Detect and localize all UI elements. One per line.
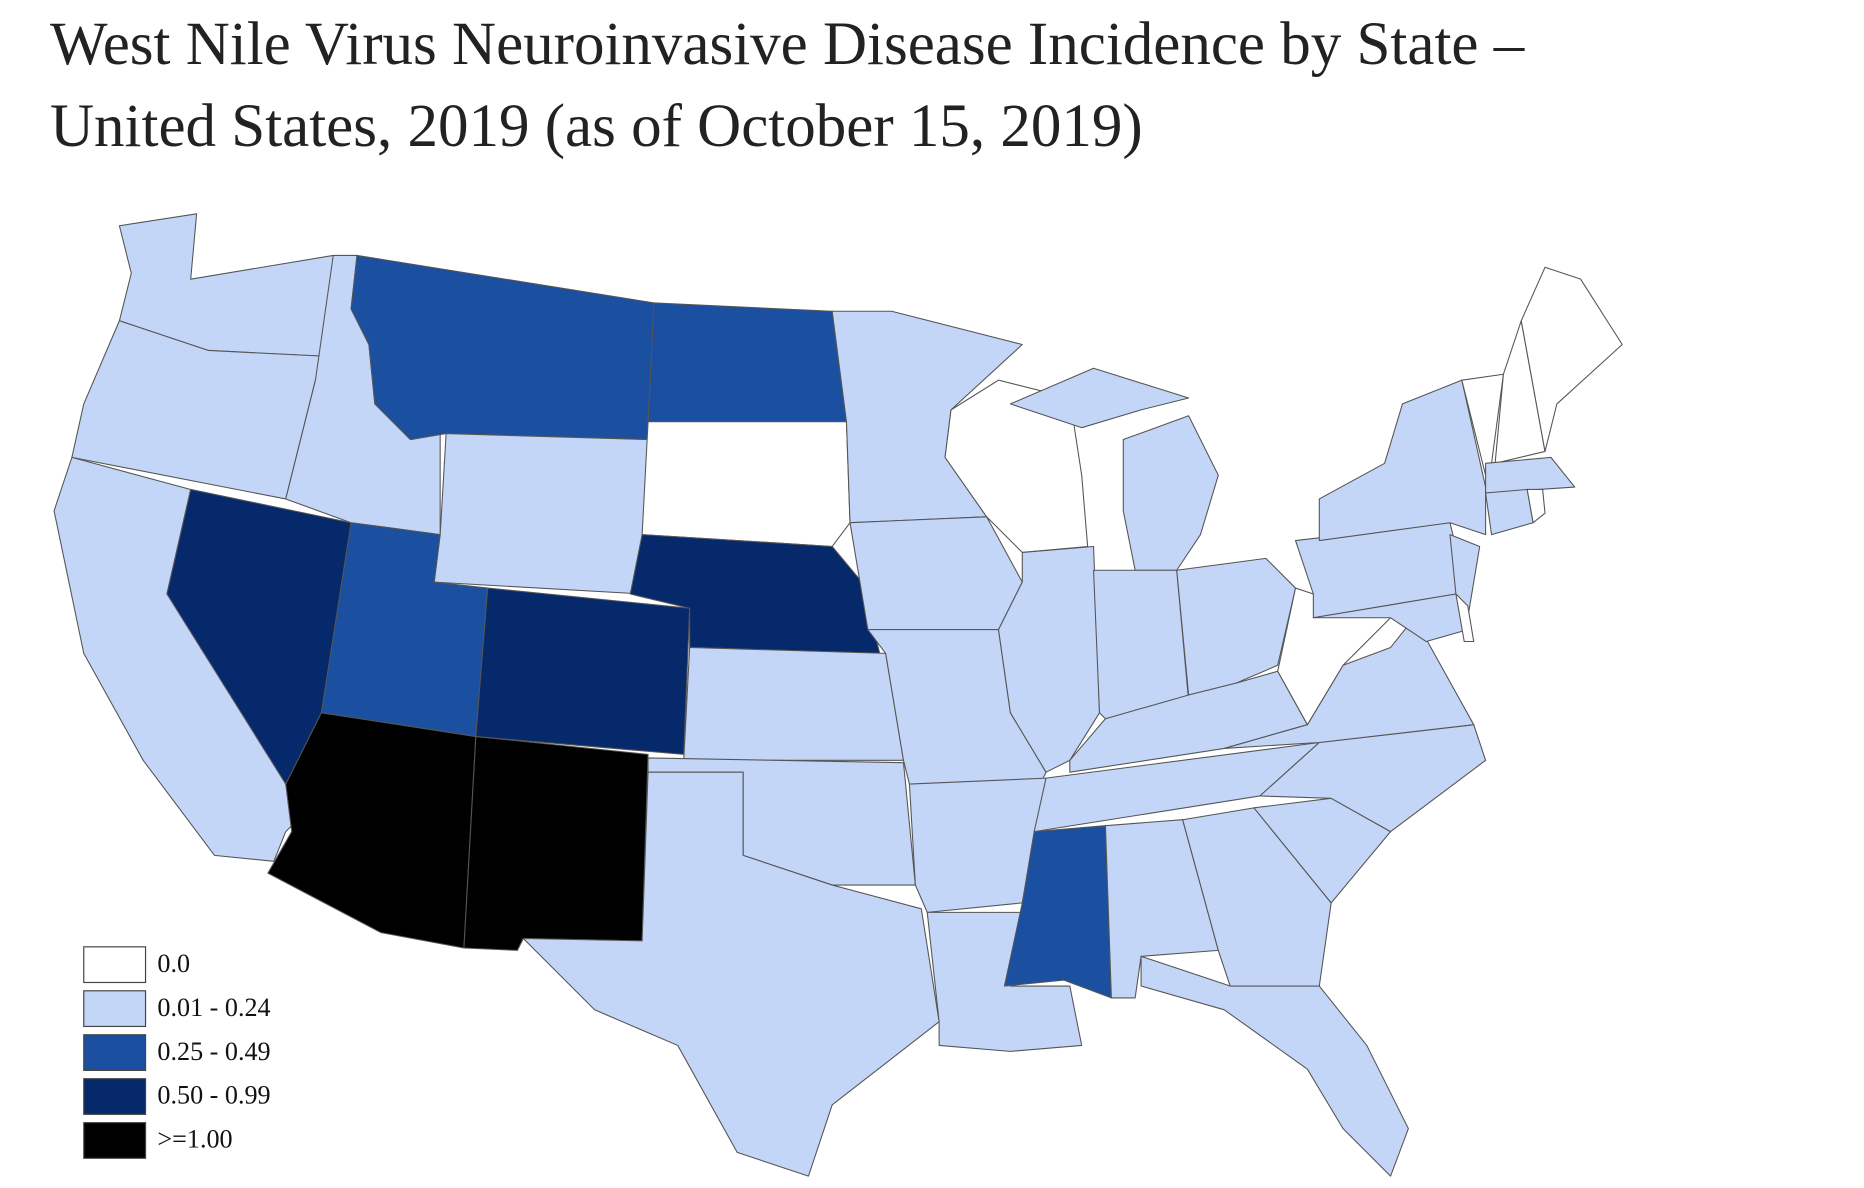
legend-label: 0.50 - 0.99 bbox=[157, 1081, 270, 1110]
legend-label: 0.01 - 0.24 bbox=[157, 993, 270, 1022]
state bbox=[1526, 488, 1546, 524]
state bbox=[1520, 266, 1623, 452]
legend-label: 0.0 bbox=[157, 949, 190, 978]
state bbox=[350, 254, 655, 441]
legend-swatch bbox=[83, 1034, 147, 1071]
state bbox=[641, 421, 851, 548]
legend-swatch bbox=[83, 1122, 147, 1159]
state bbox=[1485, 456, 1576, 494]
state bbox=[522, 771, 940, 1177]
state bbox=[908, 777, 1047, 913]
state bbox=[1122, 415, 1219, 571]
page-title: West Nile Virus Neuroinvasive Disease In… bbox=[50, 11, 1525, 160]
state bbox=[1318, 379, 1487, 542]
state bbox=[1485, 488, 1534, 536]
state bbox=[463, 736, 649, 951]
state bbox=[1140, 955, 1409, 1177]
state bbox=[1009, 367, 1190, 429]
legend-swatch bbox=[83, 990, 147, 1028]
legend-swatch bbox=[83, 946, 147, 984]
legend-swatch bbox=[83, 1078, 147, 1115]
state bbox=[433, 433, 649, 595]
state bbox=[475, 587, 691, 755]
state bbox=[683, 646, 905, 761]
state bbox=[1312, 593, 1469, 643]
state bbox=[849, 516, 1023, 631]
state bbox=[1455, 593, 1475, 643]
states bbox=[53, 213, 1623, 1177]
legend-label: >=1.00 bbox=[157, 1125, 232, 1154]
state bbox=[647, 302, 847, 423]
state bbox=[1093, 569, 1190, 720]
legend-label: 0.25 - 0.49 bbox=[157, 1037, 270, 1066]
legend: 0.0 0.01 - 0.24 0.25 - 0.49 0.50 - 0.99 >=1.… bbox=[83, 946, 271, 1159]
